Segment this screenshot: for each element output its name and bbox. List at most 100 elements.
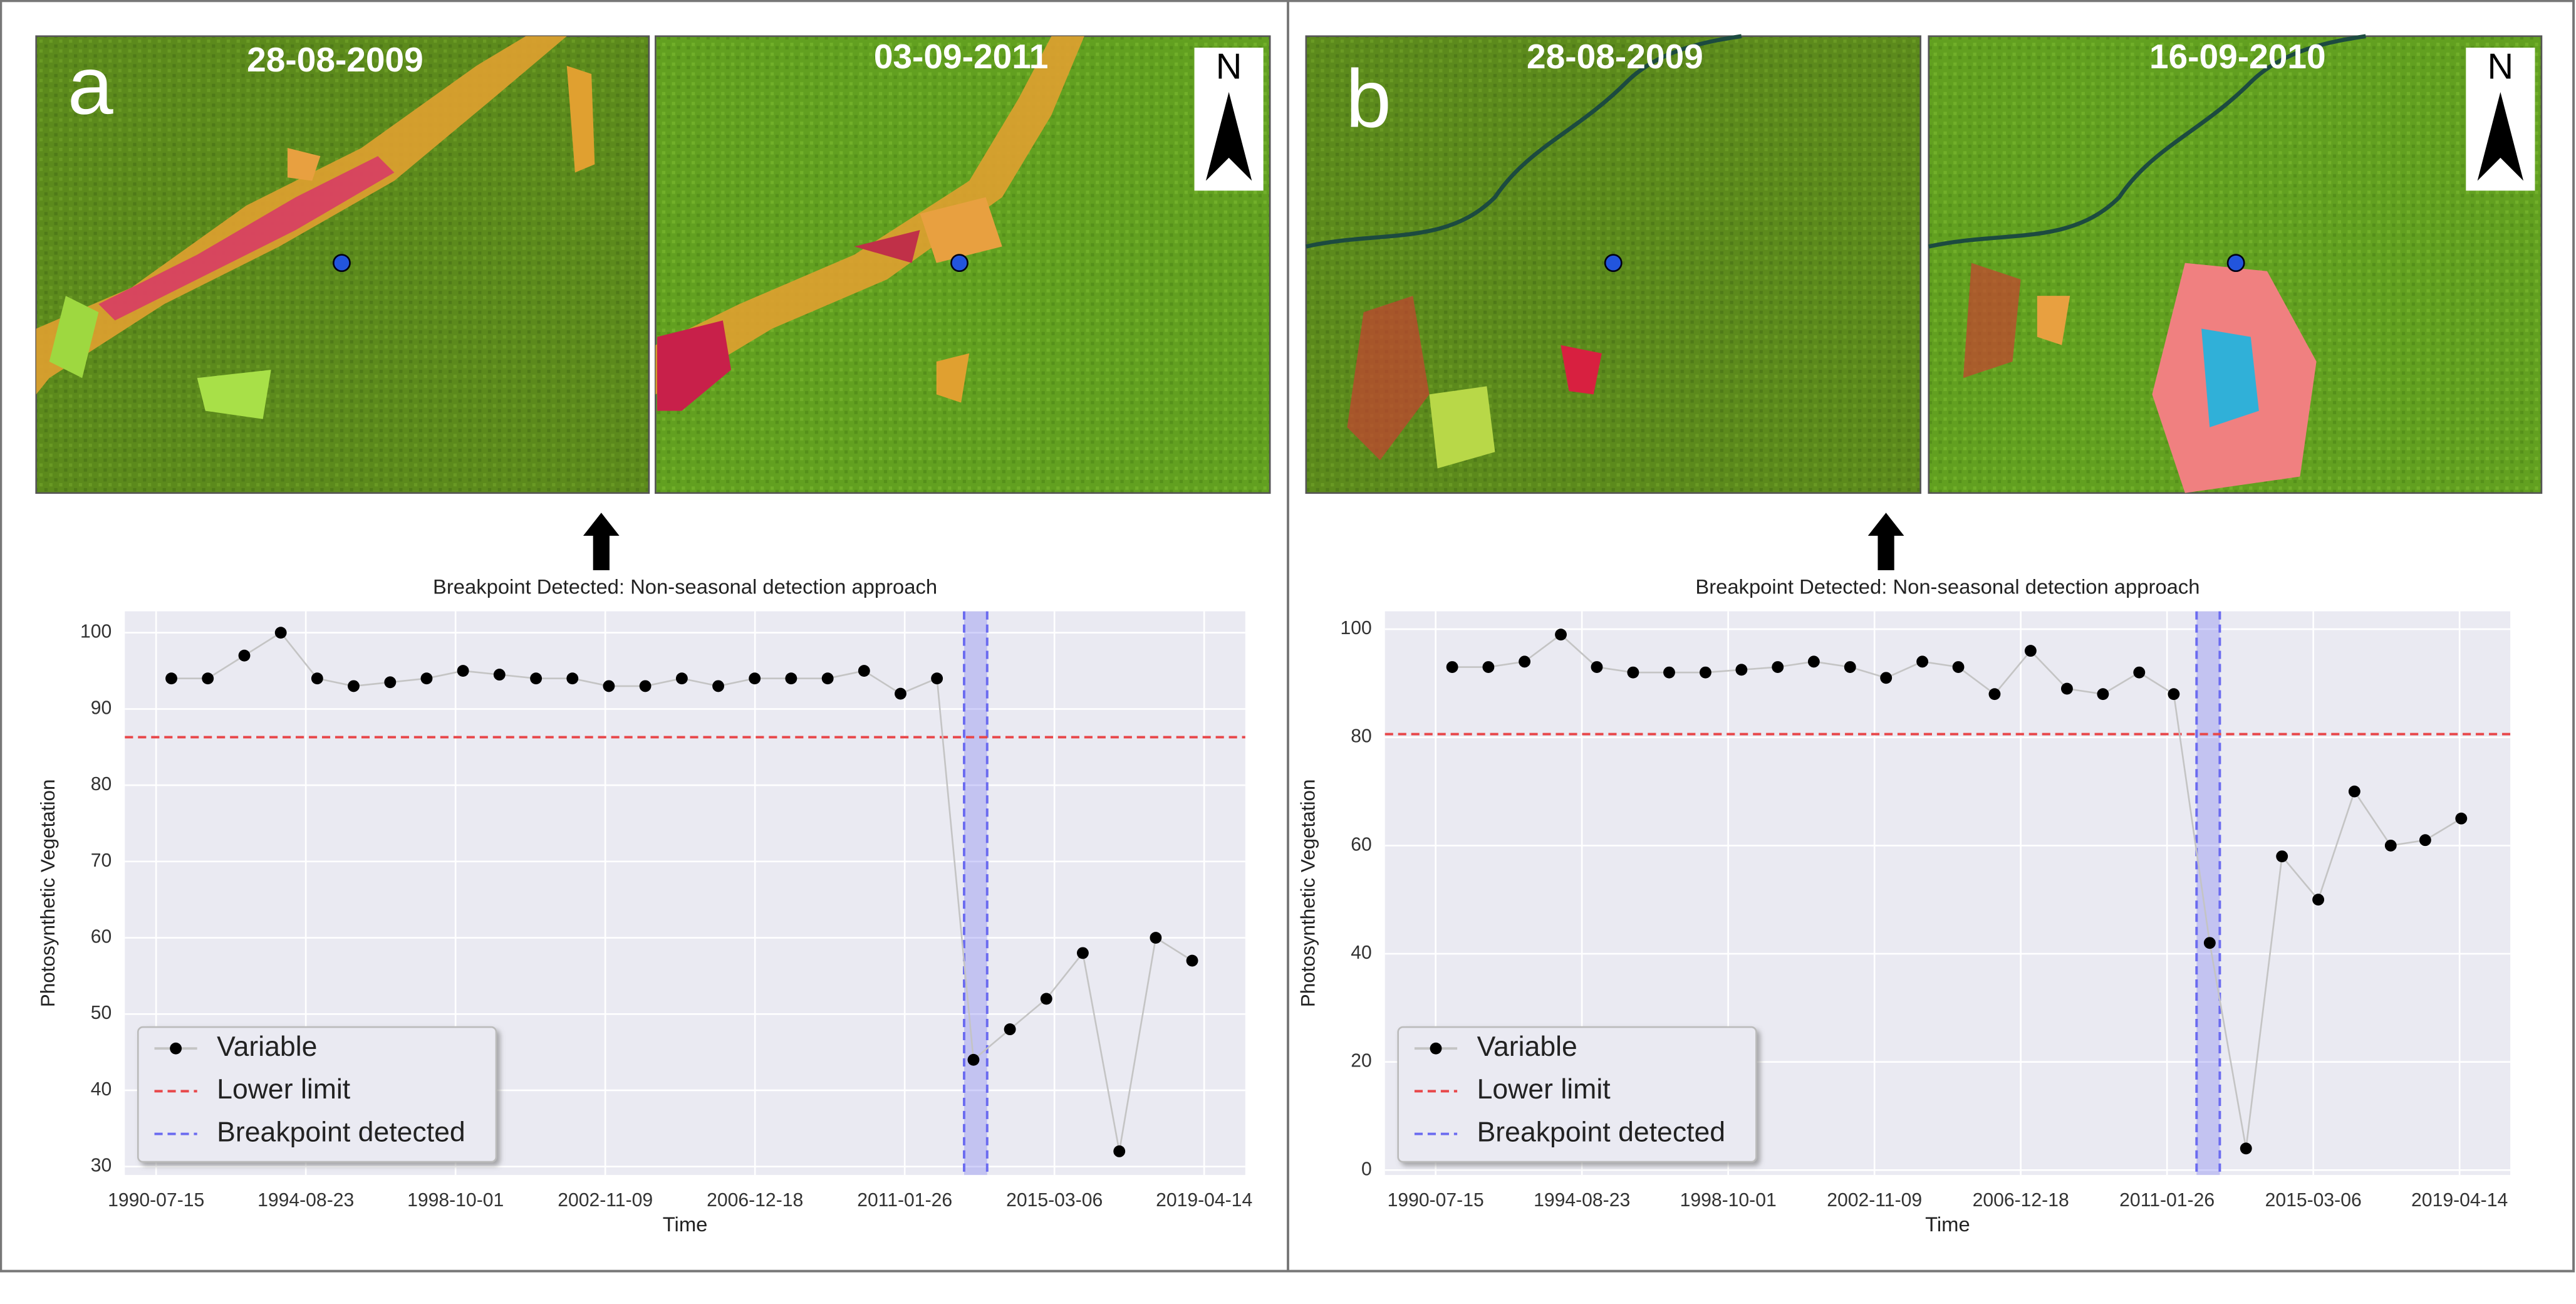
chart-title: Breakpoint Detected: Non-seasonal detect… — [1695, 575, 2199, 598]
data-point — [1735, 664, 1748, 676]
x-axis-label: Time — [1925, 1213, 1970, 1236]
legend-box — [1397, 1026, 1757, 1163]
data-point — [2348, 785, 2360, 798]
legend-label: Breakpoint detected — [217, 1117, 465, 1147]
y-tick-label: 90 — [91, 697, 112, 718]
y-tick-label: 80 — [91, 774, 112, 795]
data-point — [420, 672, 433, 685]
data-point — [1446, 661, 1458, 673]
data-point — [1772, 661, 1784, 673]
data-point — [384, 676, 397, 689]
data-point — [821, 672, 834, 685]
data-point — [2384, 839, 2397, 852]
chart-title: Breakpoint Detected: Non-seasonal detect… — [433, 575, 937, 598]
image-date: 28-08-2009 — [247, 40, 423, 79]
data-point — [1076, 947, 1089, 959]
data-point — [1663, 666, 1675, 679]
data-point — [238, 649, 251, 662]
data-point — [1880, 672, 1893, 684]
data-point — [1555, 629, 1567, 641]
data-point — [1186, 954, 1198, 967]
data-point — [785, 672, 797, 685]
data-point — [1807, 655, 1820, 668]
data-point — [858, 665, 870, 677]
y-tick-label: 70 — [91, 850, 112, 871]
legend-label: Variable — [217, 1031, 317, 1062]
data-point — [1627, 666, 1639, 679]
data-point — [457, 665, 469, 677]
data-point — [1004, 1023, 1016, 1036]
image-date: 28-08-2009 — [1527, 37, 1703, 76]
x-tick-label: 2002-11-09 — [1827, 1190, 1922, 1211]
y-axis-label: Photosynthetic Vegetation — [1297, 779, 1319, 1007]
y-tick-label: 0 — [1361, 1159, 1372, 1179]
x-tick-label: 2015-03-06 — [2265, 1190, 2362, 1211]
y-tick-label: 60 — [91, 927, 112, 947]
data-point — [1482, 661, 1495, 673]
data-point — [1916, 655, 1929, 668]
data-point — [202, 672, 214, 685]
y-tick-label: 60 — [1351, 834, 1372, 855]
x-tick-label: 2006-12-18 — [1973, 1190, 2069, 1211]
data-point — [566, 672, 579, 685]
north-label: N — [1216, 46, 1242, 86]
data-point — [675, 672, 688, 685]
legend-label: Breakpoint detected — [1477, 1117, 1726, 1147]
data-point — [2133, 666, 2146, 679]
x-tick-label: 1998-10-01 — [407, 1190, 504, 1211]
image: 16-09-2010 N — [1928, 34, 2543, 494]
breakpoint-band — [2196, 611, 2220, 1176]
x-tick-label: 2011-01-26 — [857, 1190, 952, 1211]
arrow — [583, 513, 1904, 571]
data-point — [712, 680, 724, 692]
data-point — [2024, 645, 2037, 657]
data-point — [2061, 682, 2073, 695]
data-point — [1519, 655, 1531, 668]
legend-marker — [1430, 1042, 1442, 1055]
data-point — [2240, 1142, 2252, 1155]
data-point — [1591, 661, 1603, 673]
y-tick-label: 100 — [80, 622, 112, 642]
chart: 0 20 40 60 80 100 1990-07-15 1994-08-23 1998-10-… — [1297, 575, 2511, 1236]
panel-letter: b — [1346, 53, 1391, 145]
chart: 30 40 50 60 70 80 90 100 1990-07-15 1994-08-23 199… — [37, 575, 1252, 1236]
data-point — [639, 680, 652, 692]
data-point — [931, 672, 943, 685]
y-tick-label: 100 — [1340, 618, 1371, 639]
data-point — [2419, 834, 2431, 847]
data-point — [493, 669, 506, 681]
x-tick-label: 2011-01-26 — [2119, 1190, 2215, 1211]
data-point — [2203, 937, 2216, 949]
y-tick-label: 30 — [91, 1155, 112, 1176]
x-axis-label: Time — [663, 1213, 708, 1236]
legend-marker — [170, 1042, 182, 1055]
y-axis-label: Photosynthetic Vegetation — [37, 779, 59, 1007]
x-tick-label: 2019-04-14 — [1156, 1190, 1252, 1211]
x-tick-label: 1994-08-23 — [257, 1190, 354, 1211]
image: 28-08-2009 b — [1305, 34, 1921, 494]
north-label: N — [2488, 46, 2514, 86]
image: 03-09-2011 N — [655, 35, 1271, 494]
legend-label: Variable — [1477, 1031, 1577, 1062]
data-point — [603, 680, 615, 692]
image-date: 03-09-2011 — [874, 37, 1049, 76]
y-tick-label: 80 — [1351, 726, 1372, 747]
x-tick-label: 2006-12-18 — [707, 1190, 803, 1211]
image-date: 16-09-2010 — [2149, 37, 2326, 76]
data-point — [530, 672, 543, 685]
legend-label: Lower limit — [217, 1074, 351, 1105]
x-tick-label: 2019-04-14 — [2411, 1190, 2508, 1211]
data-point — [749, 672, 761, 685]
data-point — [348, 680, 360, 692]
breakpoint-band — [963, 611, 987, 1176]
data-point — [1113, 1145, 1126, 1157]
data-point — [274, 627, 287, 639]
data-point — [165, 672, 177, 685]
data-point — [2455, 812, 2468, 825]
data-point — [2168, 688, 2180, 701]
x-tick-label: 2002-11-09 — [558, 1190, 653, 1211]
data-point — [2276, 850, 2288, 863]
y-tick-label: 20 — [1351, 1051, 1372, 1072]
